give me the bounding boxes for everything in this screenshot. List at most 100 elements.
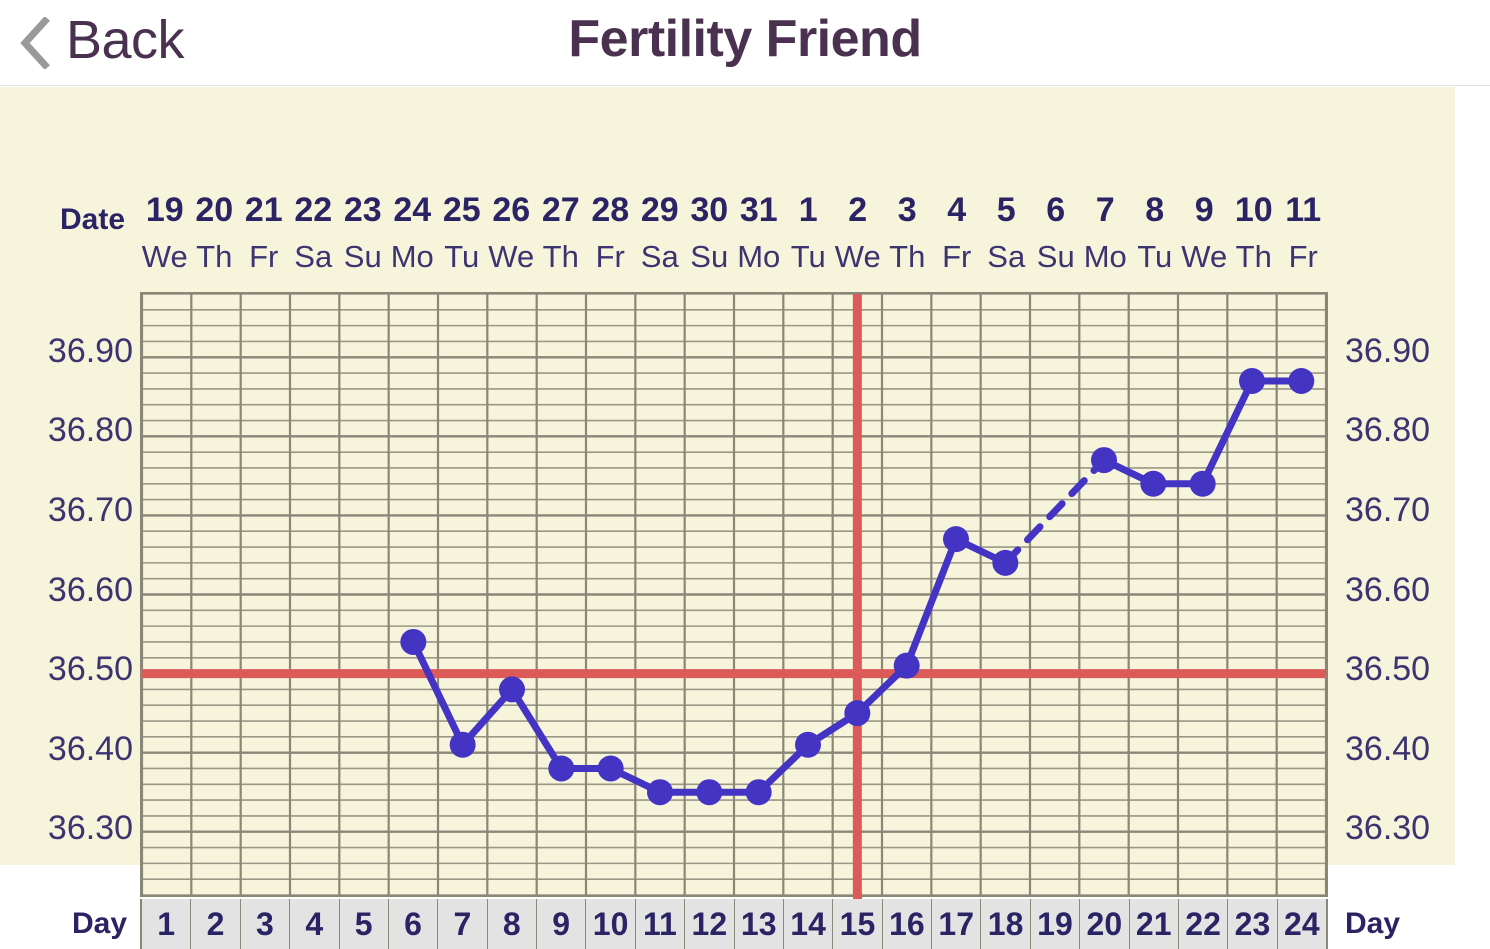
temperature-line-segment — [508, 685, 565, 772]
temperature-point[interactable]: Day 22: 36.74°C — [1189, 470, 1216, 497]
temperature-line-segment — [409, 638, 467, 749]
temperature-point[interactable]: Day 20: 36.77°C — [1091, 447, 1117, 474]
cycle-day-cell[interactable]: 15 — [833, 899, 883, 949]
app-header: Back Fertility Friend — [0, 0, 1490, 86]
chevron-left-icon — [20, 17, 50, 69]
weekday-label: Sa — [294, 239, 333, 274]
y-axis-tick-right: 36.70 — [1345, 490, 1431, 529]
date-number: 7 — [1095, 191, 1115, 229]
date-number: 11 — [1285, 191, 1322, 229]
temperature-point[interactable]: Day 24: 36.87°C — [1288, 367, 1315, 394]
weekday-label: Su — [343, 239, 382, 274]
temperature-point[interactable]: Day 11: 36.35°C — [647, 779, 673, 806]
weekday-label: We — [488, 239, 535, 274]
cycle-day-cell[interactable]: 16 — [882, 899, 932, 949]
cycle-day-cell[interactable]: 2 — [191, 899, 241, 949]
weekday-label: Fr — [249, 239, 279, 274]
date-number: 30 — [690, 191, 729, 229]
y-axis-tick-left: 36.50 — [47, 650, 133, 689]
date-number: 26 — [492, 191, 531, 229]
temperature-point[interactable]: Day 16: 36.51°C — [893, 652, 920, 679]
date-number: 1 — [798, 191, 818, 229]
temperature-line-segment-dashed — [1001, 456, 1108, 567]
temperature-point[interactable]: Day 6: 36.54°C — [400, 628, 427, 655]
cycle-day-cell[interactable]: 24 — [1277, 899, 1326, 949]
back-button-label: Back — [66, 10, 185, 70]
page-title-text: Fertility Friend — [568, 10, 922, 68]
temperature-point[interactable]: Day 10: 36.38°C — [597, 755, 624, 782]
y-axis-tick-left: 36.90 — [47, 331, 133, 370]
ovulation-line-extension — [853, 893, 863, 899]
date-number: 28 — [591, 191, 630, 229]
y-axis-tick-left: 36.60 — [47, 570, 133, 609]
cycle-day-cell[interactable]: 13 — [734, 899, 784, 949]
cycle-day-cell[interactable]: 14 — [783, 899, 834, 949]
cycle-day-cell[interactable]: 10 — [586, 899, 636, 949]
cycle-day-cell[interactable]: 8 — [487, 899, 537, 949]
date-number: 22 — [294, 191, 333, 229]
weekday-label: We — [834, 239, 881, 274]
weekday-label: Fr — [1288, 239, 1318, 274]
temperature-point[interactable]: Day 14: 36.41°C — [795, 731, 821, 758]
back-button[interactable]: Back — [18, 0, 194, 86]
date-number: 10 — [1234, 191, 1273, 229]
temperature-point[interactable]: Day 8: 36.48°C — [499, 676, 525, 703]
temperature-point[interactable]: Day 15: 36.45°C — [844, 700, 871, 727]
date-number: 20 — [195, 191, 234, 229]
temperature-point[interactable]: Day 7: 36.41°C — [449, 731, 476, 758]
bbt-plot-area[interactable]: Day 6: 36.54°C Day 7: 36.41°C Day 8: 36.48… — [140, 292, 1328, 897]
date-number: 24 — [393, 191, 432, 229]
cycle-day-cell[interactable]: 22 — [1178, 899, 1229, 949]
cycle-day-cell[interactable]: 6 — [388, 899, 439, 949]
y-axis-tick-left: 36.30 — [47, 809, 133, 848]
y-axis-tick-right: 36.40 — [1345, 729, 1431, 768]
date-number: 23 — [343, 191, 382, 229]
y-axis-tick-right: 36.80 — [1345, 411, 1431, 450]
date-number: 2 — [848, 191, 868, 229]
cycle-day-cell[interactable]: 7 — [438, 899, 488, 949]
date-number: 21 — [244, 191, 283, 229]
cycle-day-row: 1 2 3 4 5 6 7 8 9 10 11 12 13 14 15 16 17 18 19 20 21 22 23 24 — [140, 899, 1328, 949]
weekday-label: Th — [1235, 239, 1272, 274]
cycle-day-cell[interactable]: 11 — [635, 899, 686, 949]
bbt-chart-svg: Day 6: 36.54°C Day 7: 36.41°C Day 8: 36.48… — [142, 294, 1326, 895]
weekday-label: Tu — [1137, 239, 1173, 274]
weekday-label: Tu — [444, 239, 480, 274]
cycle-day-cell[interactable]: 17 — [932, 899, 982, 949]
cycle-day-cell[interactable]: 23 — [1228, 899, 1278, 949]
date-number: 8 — [1145, 191, 1165, 229]
temperature-point[interactable]: Day 17: 36.67°C — [943, 526, 969, 553]
temperature-point[interactable]: Day 21: 36.74°C — [1140, 470, 1167, 497]
date-number: 31 — [739, 191, 778, 229]
cycle-day-cell[interactable]: 5 — [339, 899, 389, 949]
cycle-day-cell[interactable]: 9 — [537, 899, 587, 949]
temperature-point[interactable]: Day 13: 36.35°C — [745, 779, 772, 806]
cycle-day-cell[interactable]: 12 — [685, 899, 735, 949]
temperature-line-segment — [1199, 377, 1256, 488]
temperature-point[interactable]: Day 9: 36.38°C — [548, 755, 575, 782]
temperature-line-segment — [903, 535, 960, 670]
weekday-label: We — [1181, 239, 1228, 274]
temperature-point[interactable]: Day 23: 36.87°C — [1239, 367, 1265, 394]
cycle-day-cell[interactable]: 19 — [1030, 899, 1081, 949]
date-number: 27 — [541, 191, 580, 229]
cycle-day-cell[interactable]: 3 — [240, 899, 291, 949]
date-row-label: Date — [60, 203, 126, 236]
weekday-label: Th — [196, 239, 233, 274]
date-number: 19 — [145, 191, 184, 229]
temperature-point[interactable]: Day 12: 36.35°C — [696, 779, 723, 806]
date-number: 29 — [640, 191, 679, 229]
date-number: 25 — [442, 191, 481, 229]
temperature-point[interactable]: Day 18: 36.64°C — [992, 549, 1019, 576]
weekday-label: We — [141, 239, 188, 274]
cycle-day-cell[interactable]: 1 — [142, 899, 192, 949]
cycle-day-cell[interactable]: 21 — [1129, 899, 1179, 949]
cycle-day-cell[interactable]: 20 — [1080, 899, 1130, 949]
cycle-day-cell[interactable]: 18 — [981, 899, 1031, 949]
y-axis-tick-left: 36.40 — [47, 729, 133, 768]
date-number: 4 — [947, 191, 967, 229]
cycle-day-cell[interactable]: 4 — [290, 899, 340, 949]
temperature-points: Day 6: 36.54°C Day 7: 36.41°C Day 8: 36.48… — [400, 367, 1315, 806]
y-axis-tick-right: 36.60 — [1345, 570, 1431, 609]
weekday-label: Th — [542, 239, 579, 274]
